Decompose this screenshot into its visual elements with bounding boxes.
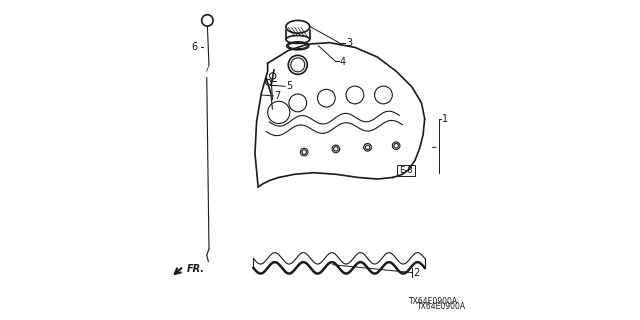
Text: 6: 6: [192, 42, 198, 52]
Text: TX64E0900A: TX64E0900A: [409, 297, 458, 306]
Text: 2: 2: [413, 268, 420, 278]
Text: 7: 7: [274, 91, 280, 101]
Text: 3: 3: [346, 38, 352, 48]
Text: FR.: FR.: [187, 264, 205, 275]
Text: E-8: E-8: [399, 166, 413, 175]
Text: 5: 5: [286, 81, 292, 92]
Text: TX64E0900A: TX64E0900A: [417, 302, 466, 311]
Text: 4: 4: [340, 57, 346, 67]
FancyBboxPatch shape: [397, 165, 415, 176]
Text: 1: 1: [442, 114, 448, 124]
